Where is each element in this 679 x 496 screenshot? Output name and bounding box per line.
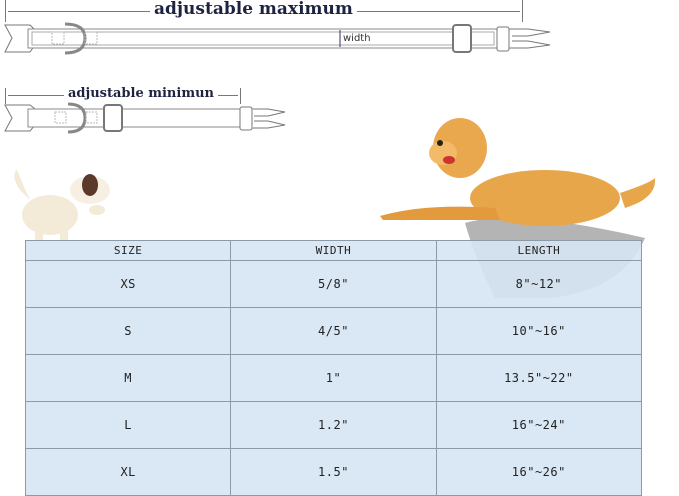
table-row: XL 1.5" 16"~26" — [24, 448, 643, 496]
cell-width: 1.5" — [230, 448, 437, 496]
cell-length: 10"~16" — [435, 307, 643, 355]
size-chart-table: SIZE WIDTH LENGTH XS 5/8" 8"~12" S 4/5" 10"~… — [24, 240, 643, 496]
table-row: S 4/5" 10"~16" — [24, 307, 643, 355]
table-header-row: SIZE WIDTH LENGTH — [24, 240, 643, 261]
cell-size: M — [24, 354, 232, 402]
cell-size: S — [24, 307, 232, 355]
cell-length: 16"~26" — [435, 448, 643, 496]
puppy-illustration — [14, 170, 110, 241]
cell-size: XS — [24, 260, 232, 308]
cell-length: 8"~12" — [435, 260, 643, 308]
header-width: WIDTH — [230, 240, 437, 261]
table-row: L 1.2" 16"~24" — [24, 401, 643, 449]
cell-width: 1" — [230, 354, 437, 402]
cell-length: 16"~24" — [435, 401, 643, 449]
header-length: LENGTH — [435, 240, 643, 261]
min-tick-left — [5, 88, 6, 104]
header-size: SIZE — [24, 240, 232, 261]
table-row: XS 5/8" 8"~12" — [24, 260, 643, 308]
cell-width: 1.2" — [230, 401, 437, 449]
cell-size: XL — [24, 448, 232, 496]
cell-size: L — [24, 401, 232, 449]
max-label: adjustable maximum — [150, 0, 357, 19]
dimension-tick-left — [5, 0, 6, 22]
min-label: adjustable minimun — [64, 86, 218, 101]
table-row: M 1" 13.5"~22" — [24, 354, 643, 402]
collar-min-illustration — [4, 102, 286, 134]
cell-width: 5/8" — [230, 260, 437, 308]
collar-max-illustration — [4, 22, 551, 55]
width-label: width — [343, 33, 371, 44]
cell-width: 4/5" — [230, 307, 437, 355]
cell-length: 13.5"~22" — [435, 354, 643, 402]
min-tick-right — [240, 88, 241, 104]
dimension-tick-right — [522, 0, 523, 22]
